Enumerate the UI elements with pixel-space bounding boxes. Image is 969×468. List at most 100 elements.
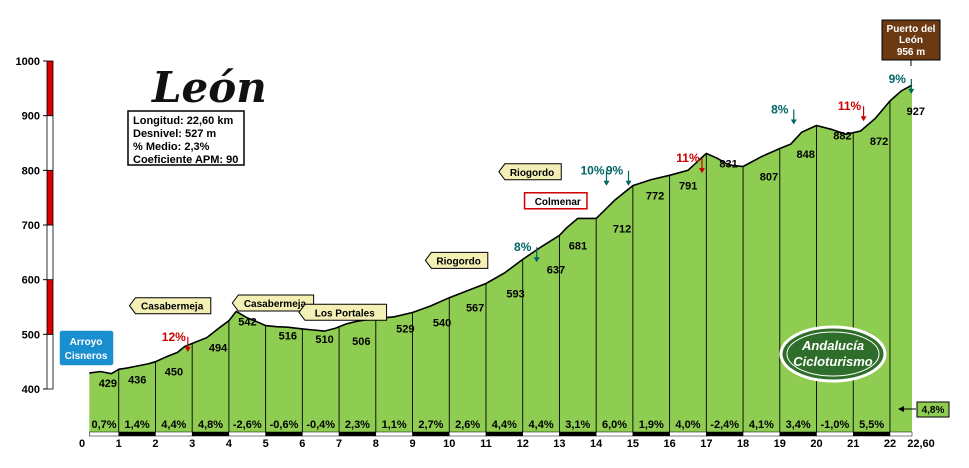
distance-stripe (595, 431, 634, 437)
elevation-label: 506 (352, 336, 370, 348)
x-tick-label: 4 (226, 438, 233, 450)
distance-stripe (449, 431, 487, 437)
place-label-text: Casabermeja (141, 302, 204, 313)
x-tick-label: 22 (884, 438, 896, 450)
logo-line2: Cicloturismo (793, 354, 873, 369)
gradient-callout: 12% (162, 330, 186, 344)
gradient-arrowhead (184, 346, 191, 352)
gradient-arrowhead (625, 180, 632, 186)
distance-stripe (559, 431, 597, 437)
gradient-callouts: 12%8%10% 9%11%8% 11%9% (162, 72, 915, 352)
distance-stripe (632, 431, 670, 437)
start-label: Arroyo Cisneros (58, 329, 115, 367)
place-label-text: Riogordo (436, 256, 480, 267)
segment-gradient-label: 1,1% (382, 419, 407, 431)
place-label-tag (498, 163, 562, 181)
x-tick-label: 6 (299, 438, 305, 450)
elevation-label: 429 (99, 378, 117, 390)
segment-bands: 0,7% 1,4% 4,4% 4,8% -2,6% -0,6% -0,4% 2,3% 1,1% 2… (89, 100, 913, 437)
elevation-label: 848 (796, 149, 814, 161)
distance-stripe (852, 431, 891, 437)
summit-label-elevation: 956 m (897, 47, 925, 58)
segment-gradient-label: 1,4% (125, 419, 150, 431)
place-label-text: Los Portales (315, 308, 375, 319)
x-tick-label: 1 (116, 438, 122, 450)
segment-gradient-label: 4,4% (492, 419, 517, 431)
distance-stripe (412, 431, 450, 437)
elevation-label: 712 (613, 223, 631, 235)
segment-gradient-label: -2,4% (710, 419, 739, 431)
elevation-label: 450 (165, 367, 183, 379)
segment-gradient-label: 5,5% (859, 419, 884, 431)
elevation-label: 772 (646, 191, 664, 203)
segment-gradient-label: 4,4% (529, 419, 554, 431)
y-axis-band (46, 224, 54, 281)
y-tick-label: 1000 (16, 56, 40, 68)
gradient-callout: 8% (771, 102, 789, 116)
distance-stripe (485, 431, 523, 437)
x-tick-label: 20 (810, 438, 822, 450)
place-label-tag (424, 251, 489, 269)
elevation-label: 593 (506, 288, 524, 300)
elevation-label: 882 (833, 131, 851, 143)
distance-stripe (375, 431, 413, 437)
segment-gradient-label: 2,7% (418, 419, 443, 431)
place-label-text: Riogordo (510, 168, 554, 179)
x-tick-label: 0 (79, 438, 85, 450)
y-axis-band (46, 169, 54, 226)
elevation-label: 510 (315, 334, 333, 346)
x-tick-label: 15 (627, 438, 639, 450)
distance-stripe (302, 431, 340, 437)
x-tick-label: 13 (553, 438, 565, 450)
profile-line (89, 84, 913, 375)
gradient-callout: 10% (580, 164, 604, 178)
start-label-line2: Cisneros (65, 351, 108, 362)
elevation-label: 831 (719, 158, 737, 170)
gradient-callout: 9% (889, 72, 907, 86)
place-label-box (523, 192, 588, 210)
place-label-tag (298, 303, 388, 321)
distance-stripe (191, 431, 230, 437)
summit-label-line1: Puerto del (887, 24, 936, 35)
y-axis-band (46, 333, 54, 390)
segment-gradient-label: 4,0% (675, 419, 700, 431)
summit-label: Puerto del León 956 m (881, 19, 941, 66)
segment-gradient-label: 3,1% (565, 419, 590, 431)
elevation-label: 791 (679, 180, 697, 192)
segment-gradient-label: 0,7% (91, 419, 116, 431)
place-labels: Casabermeja Casabermeja Los Portales Riogor… (128, 163, 588, 321)
distance-stripe (669, 431, 707, 437)
gradient-arrowhead (698, 168, 705, 174)
gradient-arrowhead (603, 180, 610, 186)
elevation-label: 872 (870, 136, 888, 148)
x-tick-label: 21 (847, 438, 859, 450)
x-tick-label: 7 (336, 438, 342, 450)
elevation-label: 807 (760, 172, 778, 184)
distance-stripe (779, 431, 817, 437)
gradient-arrowhead (533, 257, 540, 263)
distance-stripe (338, 431, 377, 437)
place-label-tag (231, 294, 315, 312)
segment-gradient-label: 1,9% (639, 419, 664, 431)
x-tick-label: 10 (443, 438, 455, 450)
y-tick-label: 900 (22, 111, 40, 123)
distance-stripe (155, 431, 193, 437)
x-tick-label: 9 (409, 438, 415, 450)
place-label-text: Casabermeja (244, 299, 307, 310)
segment-gradient-label: 2,3% (345, 419, 370, 431)
andalucia-cicloturismo-logo: Andalucía Cicloturismo (779, 325, 887, 383)
x-tick-label: 12 (517, 438, 529, 450)
gradient-callout: 8% (514, 240, 532, 254)
distance-stripe (265, 431, 303, 437)
distance-stripe (742, 431, 781, 437)
info-length: Longitud: 22,60 km (133, 115, 233, 127)
segment-gradient-label: 6,0% (602, 419, 627, 431)
elevation-label: 542 (238, 316, 256, 328)
x-tick-label: 11 (480, 438, 492, 450)
elevation-label: 436 (128, 374, 146, 386)
y-tick-label: 600 (22, 275, 40, 287)
distance-stripe (706, 431, 744, 437)
x-tick-label: 16 (663, 438, 675, 450)
